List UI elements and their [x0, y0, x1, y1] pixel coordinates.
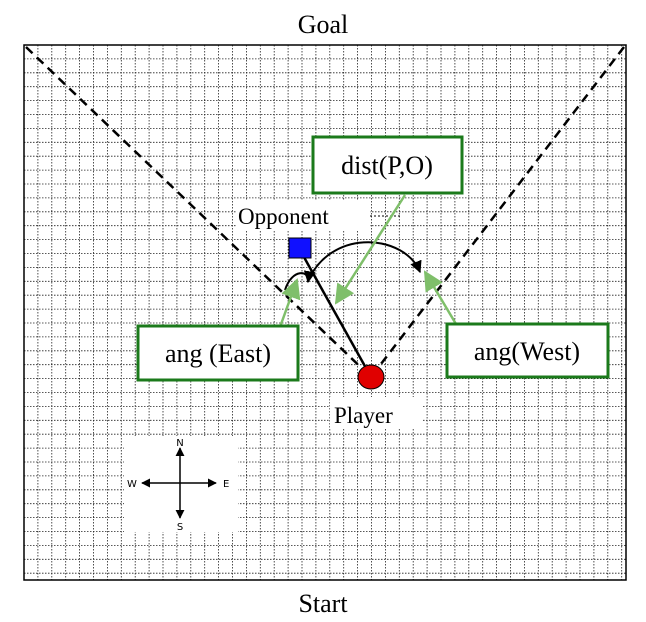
angle-arc-west — [309, 241, 422, 278]
compass-north-label: N — [176, 438, 183, 449]
player-label: Player — [334, 403, 393, 428]
goal-label: Goal — [298, 10, 349, 39]
cone-line-left — [25, 46, 372, 378]
ang-west-callout-arrow — [423, 270, 458, 325]
opponent-label: Opponent — [238, 204, 329, 229]
cone-line-right — [370, 46, 625, 378]
field-border — [23, 44, 627, 581]
compass-west-label: W — [127, 479, 137, 490]
field-grid — [24, 45, 626, 580]
ang-west-callout-text: ang(West) — [474, 337, 580, 366]
compass-south-label: S — [177, 522, 183, 533]
ang-east-callout-text: ang (East) — [165, 339, 271, 368]
compass-east-label: E — [223, 479, 229, 490]
dist-callout-text: dist(P,O) — [341, 151, 433, 180]
opponent-marker — [288, 237, 312, 259]
compass-rose: N S E W — [124, 436, 238, 533]
dist-callout-arrow — [334, 194, 407, 305]
player-marker — [357, 364, 385, 390]
ang-west-callout-box: ang(West) — [445, 322, 610, 379]
player-opponent-line — [298, 249, 373, 378]
start-label: Start — [298, 589, 348, 618]
dist-callout-box: dist(P,O) — [311, 135, 464, 195]
ang-east-callout-arrow — [278, 278, 301, 328]
ang-east-callout-box: ang (East) — [136, 324, 300, 382]
